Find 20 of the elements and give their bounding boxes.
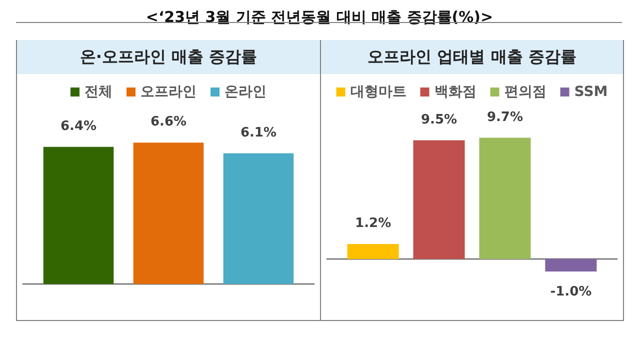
data-label: 1.2% [355,216,392,231]
legend-label: 편의점 [504,84,546,100]
data-label: -1.0% [550,284,592,300]
data-label: 9.5% [420,112,458,128]
bar [347,244,399,259]
legend-label: SSM [574,84,608,100]
data-label: 6.1% [240,125,277,140]
bar [413,140,465,259]
legend-label: 전체 [84,84,112,100]
legend-label: 온라인 [224,84,266,100]
chart-title: 오프라인 업태별 매출 증감률 [321,40,623,74]
legend-label: 오프라인 [140,84,196,100]
data-label: 6.4% [60,118,97,134]
legend-label: 대형마트 [350,84,406,100]
bar [545,259,597,272]
chart-title: 온·오프라인 매출 증감률 [17,40,320,74]
legend-label: 백화점 [434,84,476,100]
data-label: 9.7% [486,110,524,125]
data-label: 6.6% [150,114,187,130]
bar [479,138,531,259]
